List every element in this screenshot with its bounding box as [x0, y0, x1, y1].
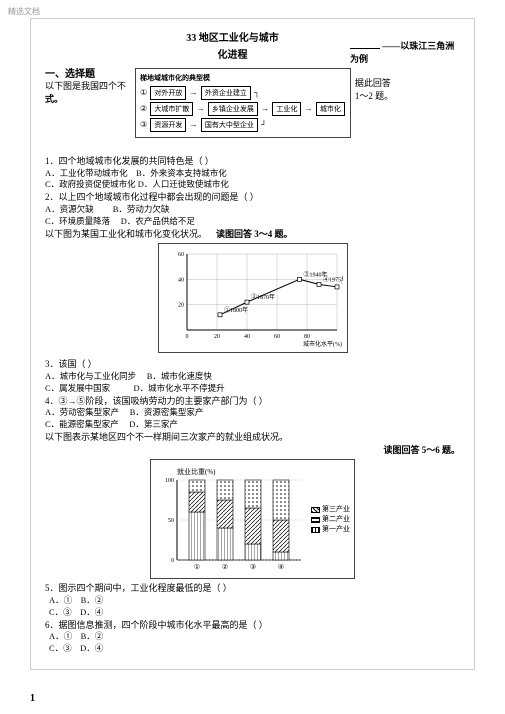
q1-opt-b: B．外来资本支持城市化 — [136, 168, 227, 178]
q5-opt-a: A．① — [49, 595, 72, 605]
intro-text-1: 以下图是我国四个不 — [45, 80, 135, 93]
q3-opt-b: B．城市化速度快 — [147, 371, 212, 381]
svg-text:就业比重(%): 就业比重(%) — [177, 467, 216, 476]
q6-opt-a: A．① — [49, 631, 72, 641]
q5-opt-d: D．④ — [80, 607, 103, 617]
q1-opt-d: D．人口迁徙致使城市化 — [138, 179, 229, 189]
section-title-1: 33 地区工业化与城市 — [115, 29, 350, 44]
svg-text:40: 40 — [178, 278, 184, 284]
svg-text:④: ④ — [278, 563, 284, 571]
chart-3-figure: 就业比重(%) 0 50 100 ① ② ③ ④ 第三产业 第二产业 第一产业 — [150, 459, 355, 579]
q1-opt-c: C．政府投资促使城市化 — [45, 179, 136, 189]
q3-opt-d: D．城市化水平不停提升 — [134, 383, 225, 393]
svg-text:60: 60 — [178, 252, 184, 258]
flow-box: 对外开放 — [150, 86, 186, 100]
question-6: 6．据图信息推测，四个阶段中城市化水平最高的是（ ） — [45, 619, 460, 632]
svg-text:40: 40 — [244, 334, 250, 340]
legend-item: 第一产业 — [322, 525, 350, 533]
q2-opt-a: A．资源欠缺 — [45, 204, 94, 214]
chart-3-legend: 第三产业 第二产业 第一产业 — [311, 504, 350, 534]
chart-2-figure: 020406080204060城市化水平(%)①1800年②1870年③1940… — [158, 243, 348, 353]
svg-text:城市化水平(%): 城市化水平(%) — [303, 340, 342, 348]
q6-opt-c: C．③ — [49, 643, 72, 653]
flowchart-figure: 梯地域城市化的典型模 ① 对外开放 → 外资企业建立 ┐ ② 大城市扩散 → 乡… — [135, 68, 351, 138]
svg-text:④1975年: ④1975年 — [323, 276, 343, 284]
flow-box: 乡镇企业发展 — [208, 102, 258, 116]
q4-opt-a: A．劳动密集型家产 — [45, 407, 119, 417]
svg-text:20: 20 — [178, 303, 184, 309]
question-2: 2．以上四个地域城市化过程中都会出现的问题是（ ） — [45, 191, 460, 204]
fig3-intro-2: 读图回答 5～6 题。 — [383, 445, 460, 455]
svg-text:80: 80 — [304, 334, 310, 340]
question-5: 5．图示四个期间中，工业化程度最低的是（ ） — [45, 582, 460, 595]
q2-opt-c: C．环境质量降落 — [45, 216, 110, 226]
q5-opt-c: C．③ — [49, 607, 72, 617]
flow-box: 城市化 — [316, 102, 345, 116]
chart-3-svg: 就业比重(%) 0 50 100 ① ② ③ ④ — [155, 464, 305, 574]
svg-text:100: 100 — [165, 478, 174, 484]
svg-text:①: ① — [194, 563, 200, 571]
q1-opt-a: A．工业化带动城市化 — [45, 168, 128, 178]
svg-text:③: ③ — [250, 563, 256, 571]
q6-opt-d: D．④ — [80, 643, 103, 653]
svg-text:20: 20 — [214, 334, 220, 340]
question-4: 4．③→⑤阶段，该国吸纳劳动力的主要家产部门为（ ） — [45, 395, 460, 408]
doc-header-label: 精选文档 — [8, 6, 40, 17]
q2-opt-d: D．农产品供给不足 — [121, 216, 195, 226]
q3-opt-c: C．属发展中国家 — [45, 383, 110, 393]
question-1: 1．四个地域城市化发展的共同特色是（ ） — [45, 155, 460, 168]
flow-box: 国有大中型企业 — [201, 118, 258, 132]
section-title-2: 化进程 — [115, 46, 350, 61]
intro-right-1: 据此回答 — [355, 77, 401, 90]
flow-box: 外资企业建立 — [201, 86, 251, 100]
page-number: 1 — [30, 693, 35, 704]
legend-item: 第三产业 — [322, 505, 350, 513]
svg-text:②1870年: ②1870年 — [251, 293, 275, 301]
legend-item: 第二产业 — [322, 515, 350, 523]
intro-text-2: 梯地域城市化的典型模 — [140, 73, 346, 83]
svg-text:0: 0 — [171, 558, 174, 564]
q4-opt-d: D．第三家产 — [129, 419, 178, 429]
flow-box: 大城市扩散 — [150, 102, 193, 116]
intro-right-2: 1～2 题。 — [355, 90, 401, 103]
q5-opt-b: B．② — [81, 595, 104, 605]
q4-opt-b: B．资源密集型家产 — [130, 407, 204, 417]
fig2-intro-1: 以下图为某国工业化和城市化变化状况。 — [45, 229, 207, 239]
svg-text:50: 50 — [168, 518, 174, 524]
intro-text-3: 式。 — [45, 93, 135, 106]
chart-2-svg: 020406080204060城市化水平(%)①1800年②1870年③1940… — [163, 248, 343, 348]
q2-opt-b: B．劳动力欠缺 — [113, 204, 170, 214]
svg-text:0: 0 — [185, 334, 188, 340]
flow-box: 资源开发 — [150, 118, 186, 132]
page-frame: 33 地区工业化与城市 化进程 ——以珠江三角洲为例 一、选择题 以下图是我国四… — [30, 18, 475, 670]
q3-opt-a: A．城市化与工业化同步 — [45, 371, 136, 381]
q4-opt-c: C．能源密集型家产 — [45, 419, 119, 429]
question-3: 3．该国（ ） — [45, 358, 460, 371]
fig2-intro-2: 读图回答 3～4 题。 — [216, 229, 293, 239]
q6-opt-b: B．② — [81, 631, 104, 641]
svg-text:⑤2005年: ⑤2005年 — [341, 278, 343, 286]
svg-text:②: ② — [222, 563, 228, 571]
svg-text:①1800年: ①1800年 — [224, 306, 248, 314]
svg-text:60: 60 — [274, 334, 280, 340]
section-head-choice: 一、选择题 — [45, 65, 135, 80]
fig3-intro-1: 以下图表示某地区四个不一样期间三次家产的就业组成状况。 — [45, 432, 288, 442]
flow-box: 工业化 — [272, 102, 301, 116]
